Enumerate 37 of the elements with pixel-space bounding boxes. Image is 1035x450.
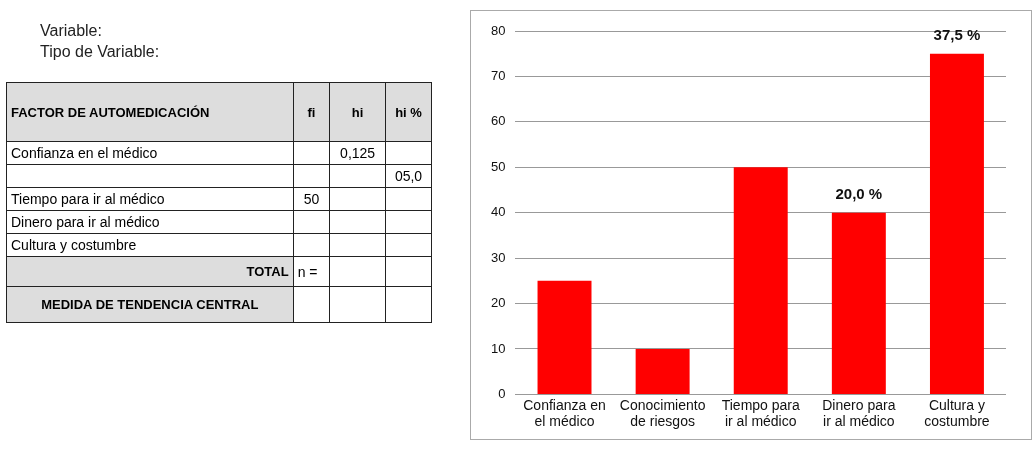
category-label: Confianza en el médico (11, 145, 158, 161)
category-label: Cultura y costumbre (11, 237, 137, 253)
y-tick-label: 0 (498, 385, 506, 401)
text: Tipo de Variable: (40, 42, 161, 62)
annotation: 20,0 % (835, 185, 883, 203)
x-tick-label: Dinero para ir al médico (822, 396, 896, 430)
bar (831, 212, 886, 394)
y-tick-label: 10 (490, 340, 506, 356)
y-tick-label: 60 (490, 113, 506, 129)
y-tick-label: 40 (490, 204, 506, 220)
text: 50 (303, 191, 320, 207)
bar (537, 280, 592, 394)
x-tick-label: Confianza en el médico (523, 396, 606, 430)
bar (929, 53, 984, 394)
x-tick-label: Tiempo para ir al médico (721, 396, 800, 430)
y-tick-label: 80 (490, 22, 506, 38)
text: n = (297, 263, 318, 280)
bar (635, 348, 690, 394)
text: Variable: (40, 21, 103, 41)
x-tick-label: Conocimiento de riesgos (619, 396, 706, 430)
x-tick-label: Cultura y costumbre (924, 396, 990, 430)
annotation: 37,5 % (933, 26, 981, 44)
text: 0,125 (340, 145, 376, 161)
y-tick-label: 20 (490, 295, 506, 311)
y-tick-label: 70 (490, 68, 506, 83)
category-label: Dinero para ir al médico (11, 214, 160, 230)
text: 05,0 (394, 168, 423, 184)
category-label: TOTAL (246, 264, 289, 279)
bar (733, 167, 788, 394)
category-label: fi (293, 82, 330, 142)
y-tick-label: 30 (490, 249, 506, 265)
category-label: MEDIDA DE TENDENCIA CENTRAL (41, 297, 259, 312)
category-label: hi (329, 82, 386, 142)
category-label: Tiempo para ir al médico (11, 191, 165, 207)
category-label: hi % (385, 82, 432, 142)
category-label: FACTOR DE AUTOMEDICACIÓN (6, 82, 294, 142)
y-tick-label: 50 (490, 158, 506, 174)
